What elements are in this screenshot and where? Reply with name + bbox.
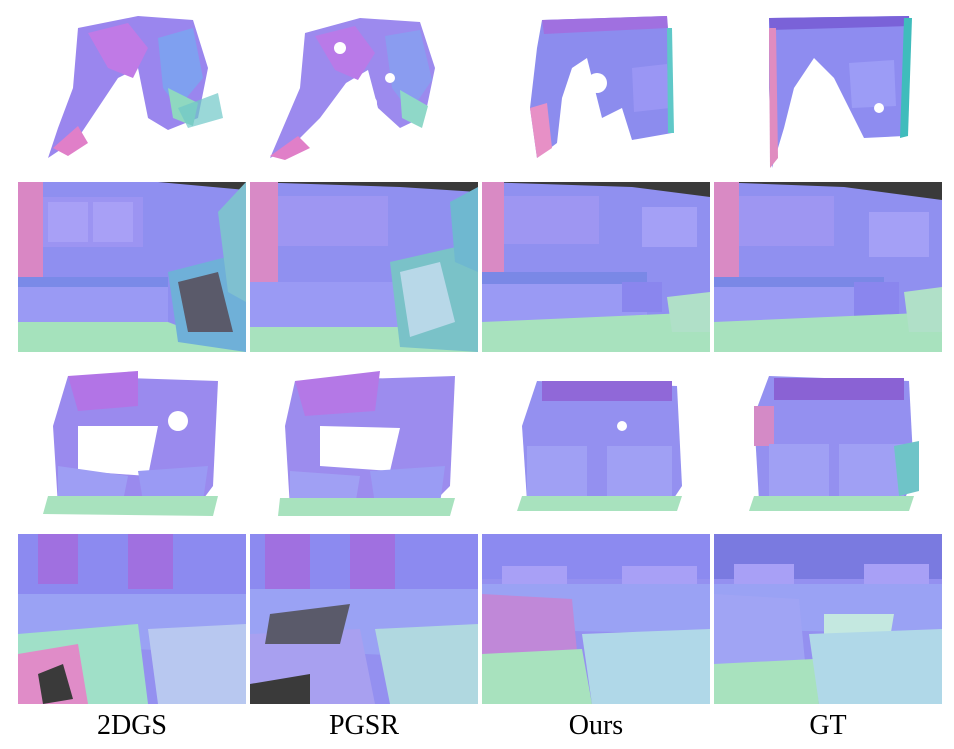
cell-r2-ours xyxy=(482,182,710,352)
column-labels: 2DGS PGSR Ours GT xyxy=(18,708,942,744)
normal-map-image xyxy=(482,366,710,526)
normal-map-image xyxy=(482,8,710,168)
cell-r2-2dgs xyxy=(18,182,246,352)
normal-map-image xyxy=(482,534,710,704)
cell-r4-pgsr xyxy=(250,534,478,704)
column-label-gt: GT xyxy=(809,710,847,741)
cell-r3-gt xyxy=(714,366,942,526)
normal-map-image xyxy=(18,8,246,168)
column-label-pgsr: PGSR xyxy=(328,710,400,741)
normal-map-image xyxy=(250,366,478,526)
normal-map-image xyxy=(714,182,942,352)
cell-r1-2dgs xyxy=(18,8,246,168)
normal-map-image xyxy=(714,534,942,704)
cell-r4-2dgs xyxy=(18,534,246,704)
column-label-2dgs: 2DGS xyxy=(96,710,167,741)
cell-r1-gt xyxy=(714,8,942,168)
cell-r2-pgsr xyxy=(250,182,478,352)
cell-r1-ours xyxy=(482,8,710,168)
normal-map-image xyxy=(714,8,942,168)
normal-map-image xyxy=(250,8,478,168)
cell-r4-ours xyxy=(482,534,710,704)
normal-map-image xyxy=(18,182,246,352)
normal-map-image xyxy=(482,182,710,352)
normal-map-image xyxy=(714,366,942,526)
normal-map-image xyxy=(18,534,246,704)
column-label-ours: Ours xyxy=(568,710,624,741)
normal-map-image xyxy=(250,534,478,704)
cell-r3-2dgs xyxy=(18,366,246,526)
cell-r4-gt xyxy=(714,534,942,704)
cell-r1-pgsr xyxy=(250,8,478,168)
normal-map-image xyxy=(250,182,478,352)
figure-grid xyxy=(18,8,942,704)
normal-map-image xyxy=(18,366,246,526)
cell-r2-gt xyxy=(714,182,942,352)
cell-r3-pgsr xyxy=(250,366,478,526)
cell-r3-ours xyxy=(482,366,710,526)
